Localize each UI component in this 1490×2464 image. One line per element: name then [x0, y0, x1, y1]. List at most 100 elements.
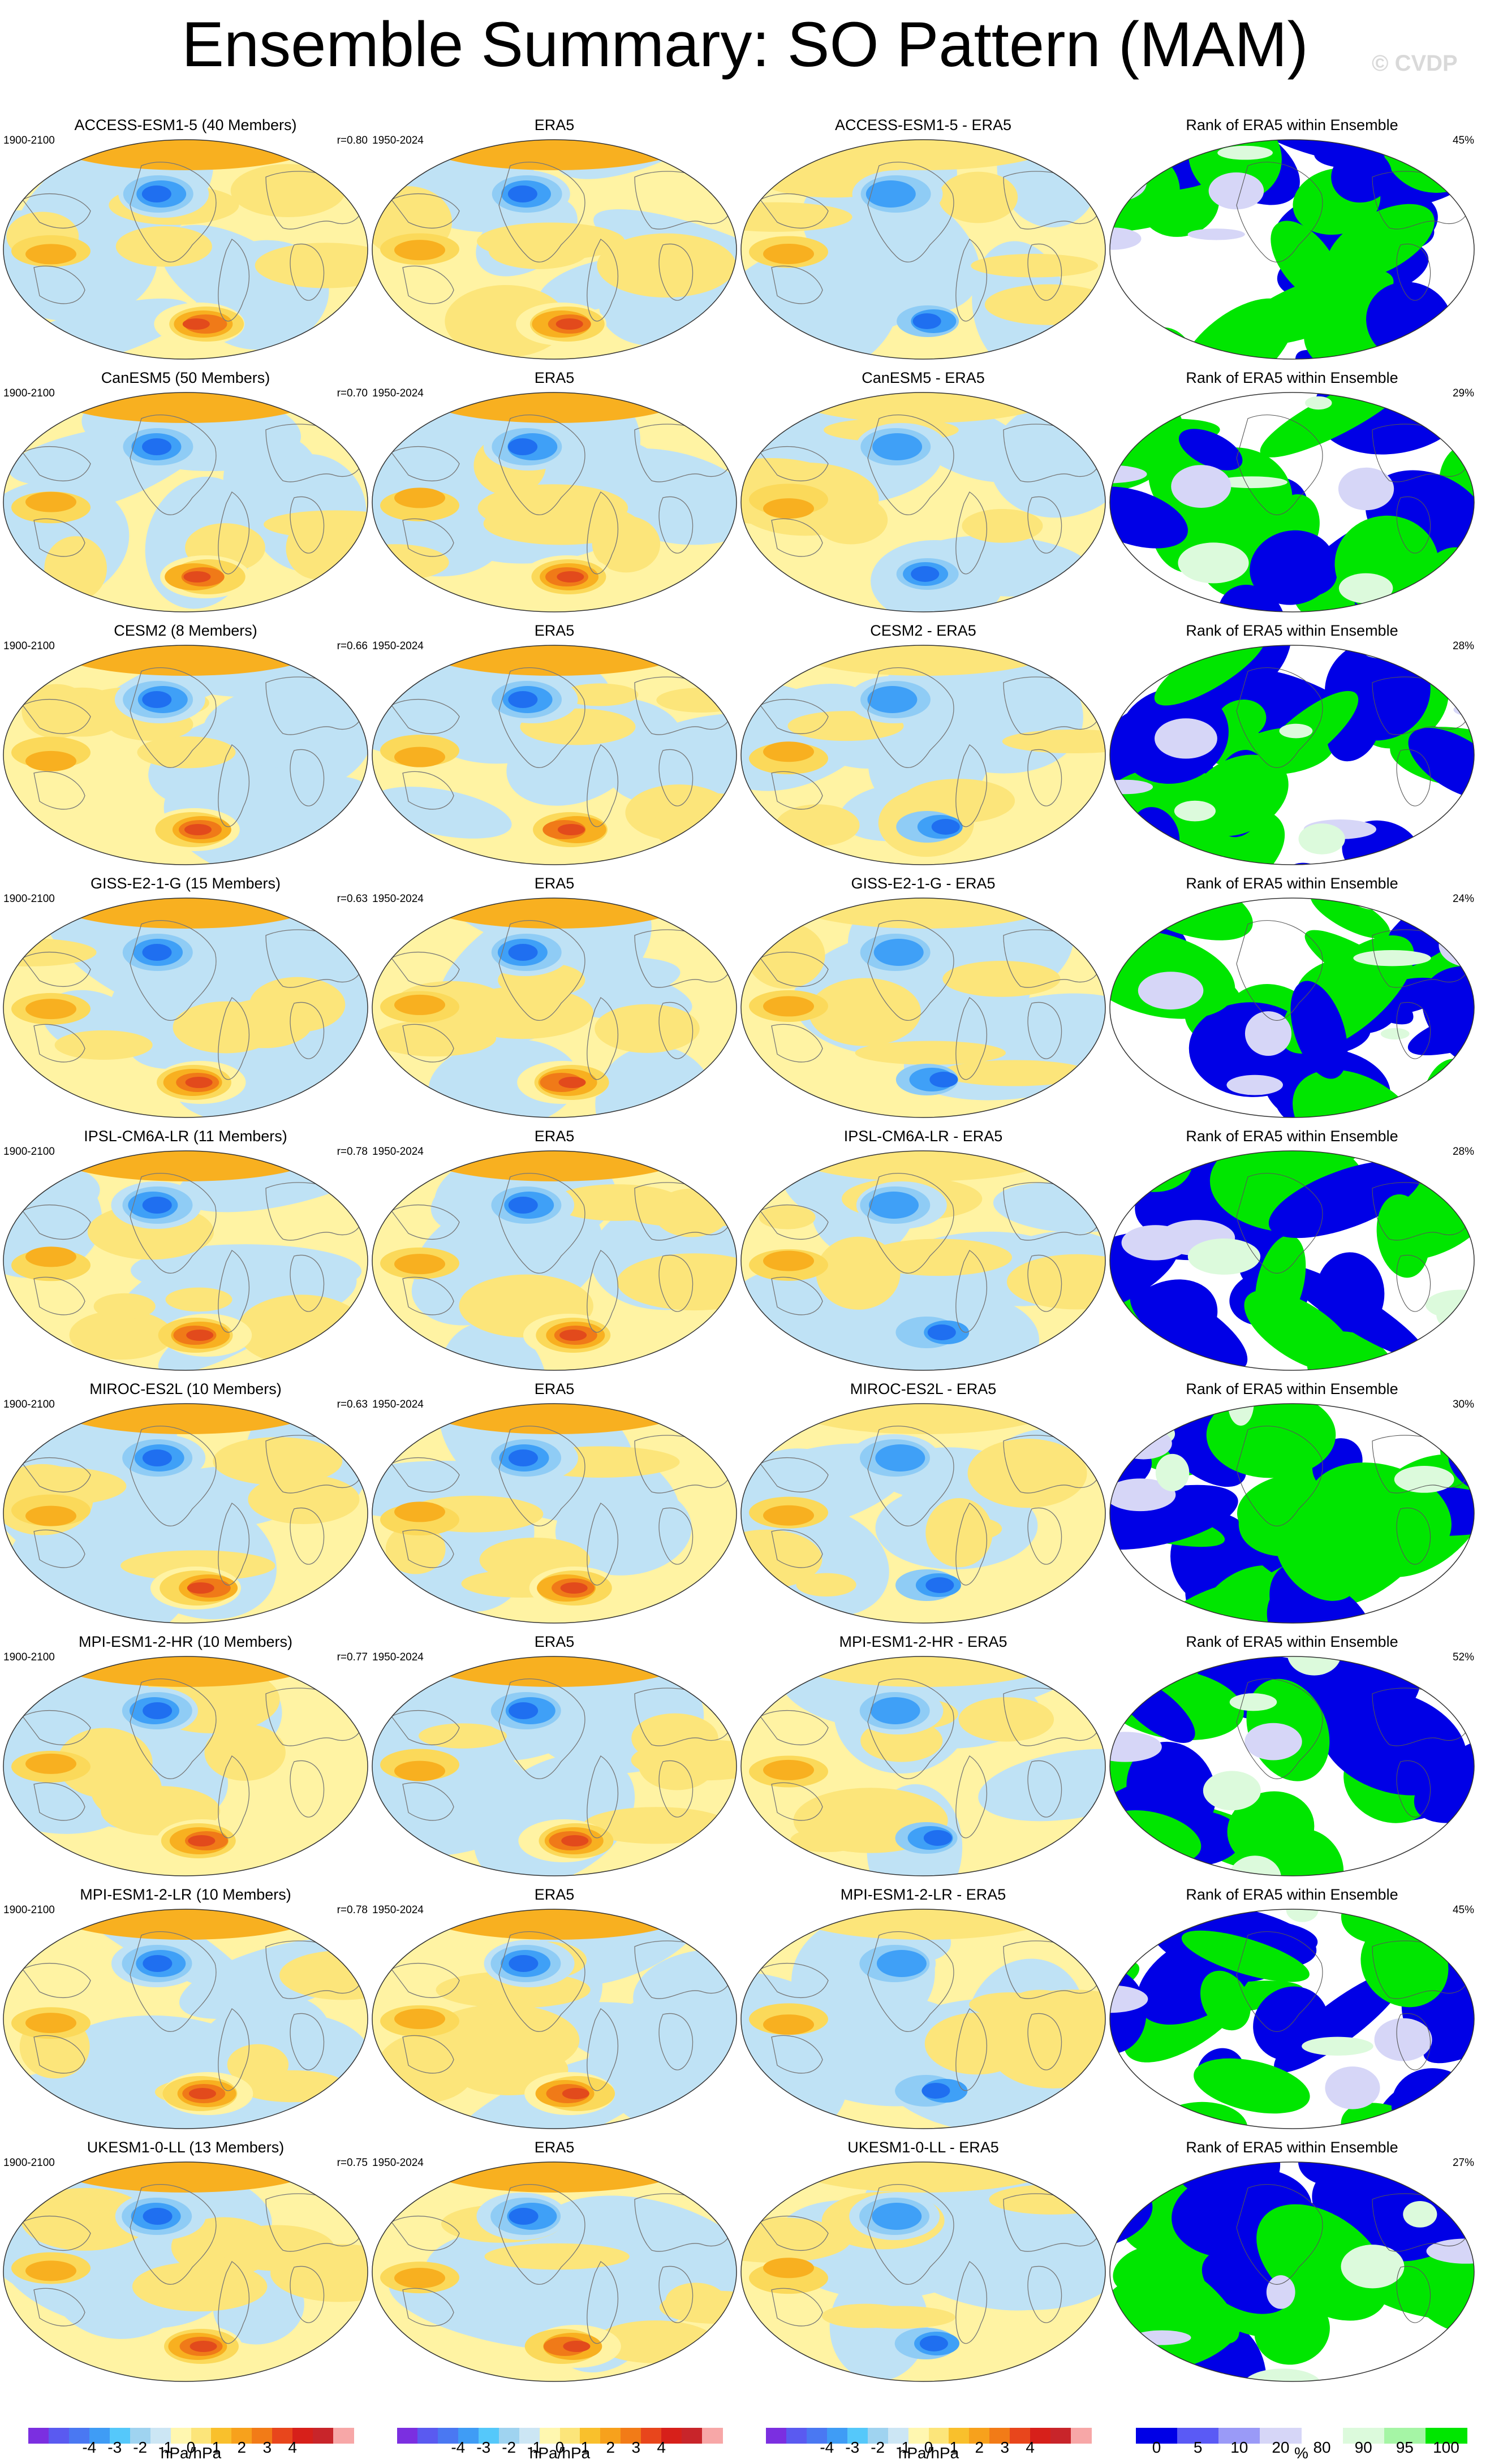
colorbar-unit-label: % — [1294, 2444, 1308, 2462]
colorbar-swatch — [458, 2428, 479, 2444]
map-panel-diff: MIROC-ES2L - ERA5 — [738, 1380, 1109, 1629]
colorbar-tick-label: -1 — [896, 2439, 911, 2456]
correlation-label: r=0.63 — [337, 893, 368, 905]
pattern-map — [372, 1656, 737, 1876]
pattern-map — [372, 645, 737, 865]
colorbar-tick-label: 3 — [1000, 2439, 1010, 2456]
colorbar-tick-label: -1 — [527, 2439, 542, 2456]
pattern-map — [740, 139, 1106, 360]
pattern-map — [372, 1150, 737, 1371]
map-panel-era: ERA5 1950-2024 — [369, 1885, 740, 2134]
rank-percent-label: 29% — [1452, 387, 1474, 399]
copyright-label: © CVDP — [1372, 51, 1458, 76]
rank-map — [1109, 1150, 1475, 1371]
colorbar-unit-label: hPa/hPa — [160, 2444, 222, 2462]
colorbar-swatch — [539, 2428, 560, 2444]
colorbar-swatch — [1177, 2428, 1219, 2444]
map-panel-rank: Rank of ERA5 within Ensemble 30% — [1106, 1380, 1478, 1629]
panel-title: MIROC-ES2L (10 Members) — [89, 1380, 282, 1397]
colorbar-swatch — [580, 2428, 601, 2444]
map-panel-diff: MPI-ESM1-2-LR - ERA5 — [738, 1885, 1109, 2134]
pattern-map — [740, 1909, 1106, 2129]
pattern-map — [740, 1150, 1106, 1371]
rank-percent-label: 28% — [1452, 1146, 1474, 1158]
panel-period-label: 1900-2100 — [3, 893, 55, 905]
correlation-label: r=0.77 — [337, 1651, 368, 1663]
panel-title: Rank of ERA5 within Ensemble — [1186, 1633, 1398, 1650]
map-panel-model: MPI-ESM1-2-LR (10 Members) 1900-2100 r=0.7… — [0, 1885, 371, 2134]
colorbar-unit-label: hPa/hPa — [898, 2444, 959, 2462]
colorbar-swatch — [766, 2428, 787, 2444]
colorbar-tick-label: 10 — [1230, 2439, 1248, 2456]
colorbar-swatch — [1425, 2428, 1467, 2444]
colorbar-swatch — [908, 2428, 929, 2444]
pattern-map — [3, 645, 368, 865]
colorbar-swatch — [28, 2428, 49, 2444]
colorbar-swatch — [559, 2428, 580, 2444]
page-title: Ensemble Summary: SO Pattern (MAM) — [182, 9, 1308, 80]
map-panel-model: ACCESS-ESM1-5 (40 Members) 1900-2100 r=0.8… — [0, 116, 371, 365]
colorbar-swatch — [702, 2428, 723, 2444]
pattern-map — [372, 139, 737, 360]
colorbar-swatch — [641, 2428, 662, 2444]
panel-title: ERA5 — [534, 622, 575, 639]
rank-map — [1109, 139, 1475, 360]
map-panel-diff: MPI-ESM1-2-HR - ERA5 — [738, 1633, 1109, 1882]
rank-map — [1109, 897, 1475, 1118]
rank-map — [1109, 1909, 1475, 2129]
colorbar-tick-label: 0 — [1152, 2439, 1161, 2456]
colorbar-tick-label: 80 — [1313, 2439, 1331, 2456]
colorbar-tick-label: -3 — [476, 2439, 491, 2456]
panel-period-label: 1900-2100 — [3, 1146, 55, 1158]
colorbar-swatch — [989, 2428, 1010, 2444]
colorbar-swatch — [1218, 2428, 1260, 2444]
panel-title: MPI-ESM1-2-HR - ERA5 — [839, 1633, 1007, 1650]
colorbar-swatch — [211, 2428, 232, 2444]
colorbar-tick-label: -3 — [845, 2439, 860, 2456]
colorbar-tick-label: 0 — [555, 2439, 565, 2456]
map-panel-model: GISS-E2-1-G (15 Members) 1900-2100 r=0.63 — [0, 874, 371, 1123]
rank-percent-label: 45% — [1452, 135, 1474, 146]
colorbar-swatch — [786, 2428, 807, 2444]
colorbar-swatch — [682, 2428, 703, 2444]
colorbar-swatch — [109, 2428, 131, 2444]
colorbar-swatch — [498, 2428, 520, 2444]
panel-period-label: 1950-2024 — [372, 1904, 424, 1916]
colorbar-swatch — [847, 2428, 868, 2444]
map-panel-era: ERA5 1950-2024 — [369, 2138, 740, 2387]
colorbar-swatch — [150, 2428, 171, 2444]
colorbar-tick-label: -1 — [158, 2439, 173, 2456]
map-panel-era: ERA5 1950-2024 — [369, 116, 740, 365]
colorbar-tick-label: 4 — [657, 2439, 666, 2456]
panel-period-label: 1950-2024 — [372, 640, 424, 652]
map-panel-rank: Rank of ERA5 within Ensemble 29% — [1106, 369, 1478, 618]
rank-percent-label: 52% — [1452, 1651, 1474, 1663]
colorbar-swatch — [1050, 2428, 1071, 2444]
colorbar-swatch — [661, 2428, 682, 2444]
colorbar-swatch — [170, 2428, 191, 2444]
colorbar-swatch — [1384, 2428, 1426, 2444]
colorbar-tick-label: 2 — [975, 2439, 984, 2456]
map-panel-era: ERA5 1950-2024 — [369, 874, 740, 1123]
panel-title: IPSL-CM6A-LR - ERA5 — [843, 1128, 1003, 1145]
correlation-label: r=0.70 — [337, 387, 368, 399]
colorbar-swatch — [1010, 2428, 1031, 2444]
map-panel-model: IPSL-CM6A-LR (11 Members) 1900-2100 r=0.78 — [0, 1127, 371, 1376]
correlation-label: r=0.78 — [337, 1904, 368, 1916]
colorbar-tick-label: 20 — [1272, 2439, 1290, 2456]
map-panel-era: ERA5 1950-2024 — [369, 1633, 740, 1882]
colorbar-tick-label: -4 — [820, 2439, 834, 2456]
panel-title: ERA5 — [534, 116, 575, 133]
pattern-map — [3, 1656, 368, 1876]
panel-title: ERA5 — [534, 1128, 575, 1145]
pattern-map — [3, 392, 368, 612]
colorbar-tick-label: -2 — [502, 2439, 516, 2456]
panel-title: ERA5 — [534, 1380, 575, 1397]
panel-title: MPI-ESM1-2-LR (10 Members) — [80, 1886, 291, 1903]
colorbar-swatch — [252, 2428, 273, 2444]
map-panel-diff: GISS-E2-1-G - ERA5 — [738, 874, 1109, 1123]
colorbar-swatch — [1136, 2428, 1178, 2444]
panel-period-label: 1900-2100 — [3, 1904, 55, 1916]
panel-period-label: 1950-2024 — [372, 1651, 424, 1663]
panel-title: ACCESS-ESM1-5 (40 Members) — [74, 116, 297, 133]
